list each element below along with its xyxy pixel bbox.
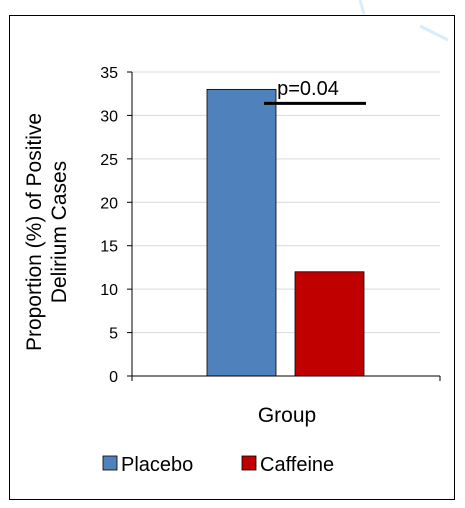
legend-label-placebo: Placebo: [121, 454, 193, 476]
y-tick-label: 10: [100, 282, 118, 299]
legend: Placebo Caffeine: [102, 454, 334, 476]
gridlines: [132, 71, 440, 334]
y-tick-labels: 0 5 10 15 20 25 30 35: [100, 65, 118, 386]
legend-swatch-placebo: [102, 455, 118, 471]
y-tick-label: 15: [100, 239, 118, 256]
x-axis-title: Group: [258, 404, 316, 427]
y-tick-label: 5: [109, 326, 118, 343]
y-tick-label: 25: [100, 152, 118, 169]
legend-swatch-caffeine: [241, 455, 257, 471]
watermark-marks: [358, 0, 449, 42]
y-axis-title-line-2: Delirium Cases: [48, 161, 71, 303]
axes: [127, 71, 441, 381]
bar-caffeine: [294, 271, 365, 377]
y-tick-label: 20: [100, 195, 118, 212]
y-tick-label: 0: [109, 369, 118, 386]
y-tick-label: 35: [100, 65, 118, 82]
p-value-label: p=0.04: [277, 78, 339, 100]
bars: [206, 88, 365, 377]
legend-label-caffeine: Caffeine: [260, 454, 334, 476]
y-axis-title-line-1: Proportion (%) of Positive: [23, 113, 46, 351]
y-tick-label: 30: [100, 108, 118, 125]
significance-annotation: p=0.04: [264, 78, 366, 105]
bar-placebo: [206, 88, 277, 377]
